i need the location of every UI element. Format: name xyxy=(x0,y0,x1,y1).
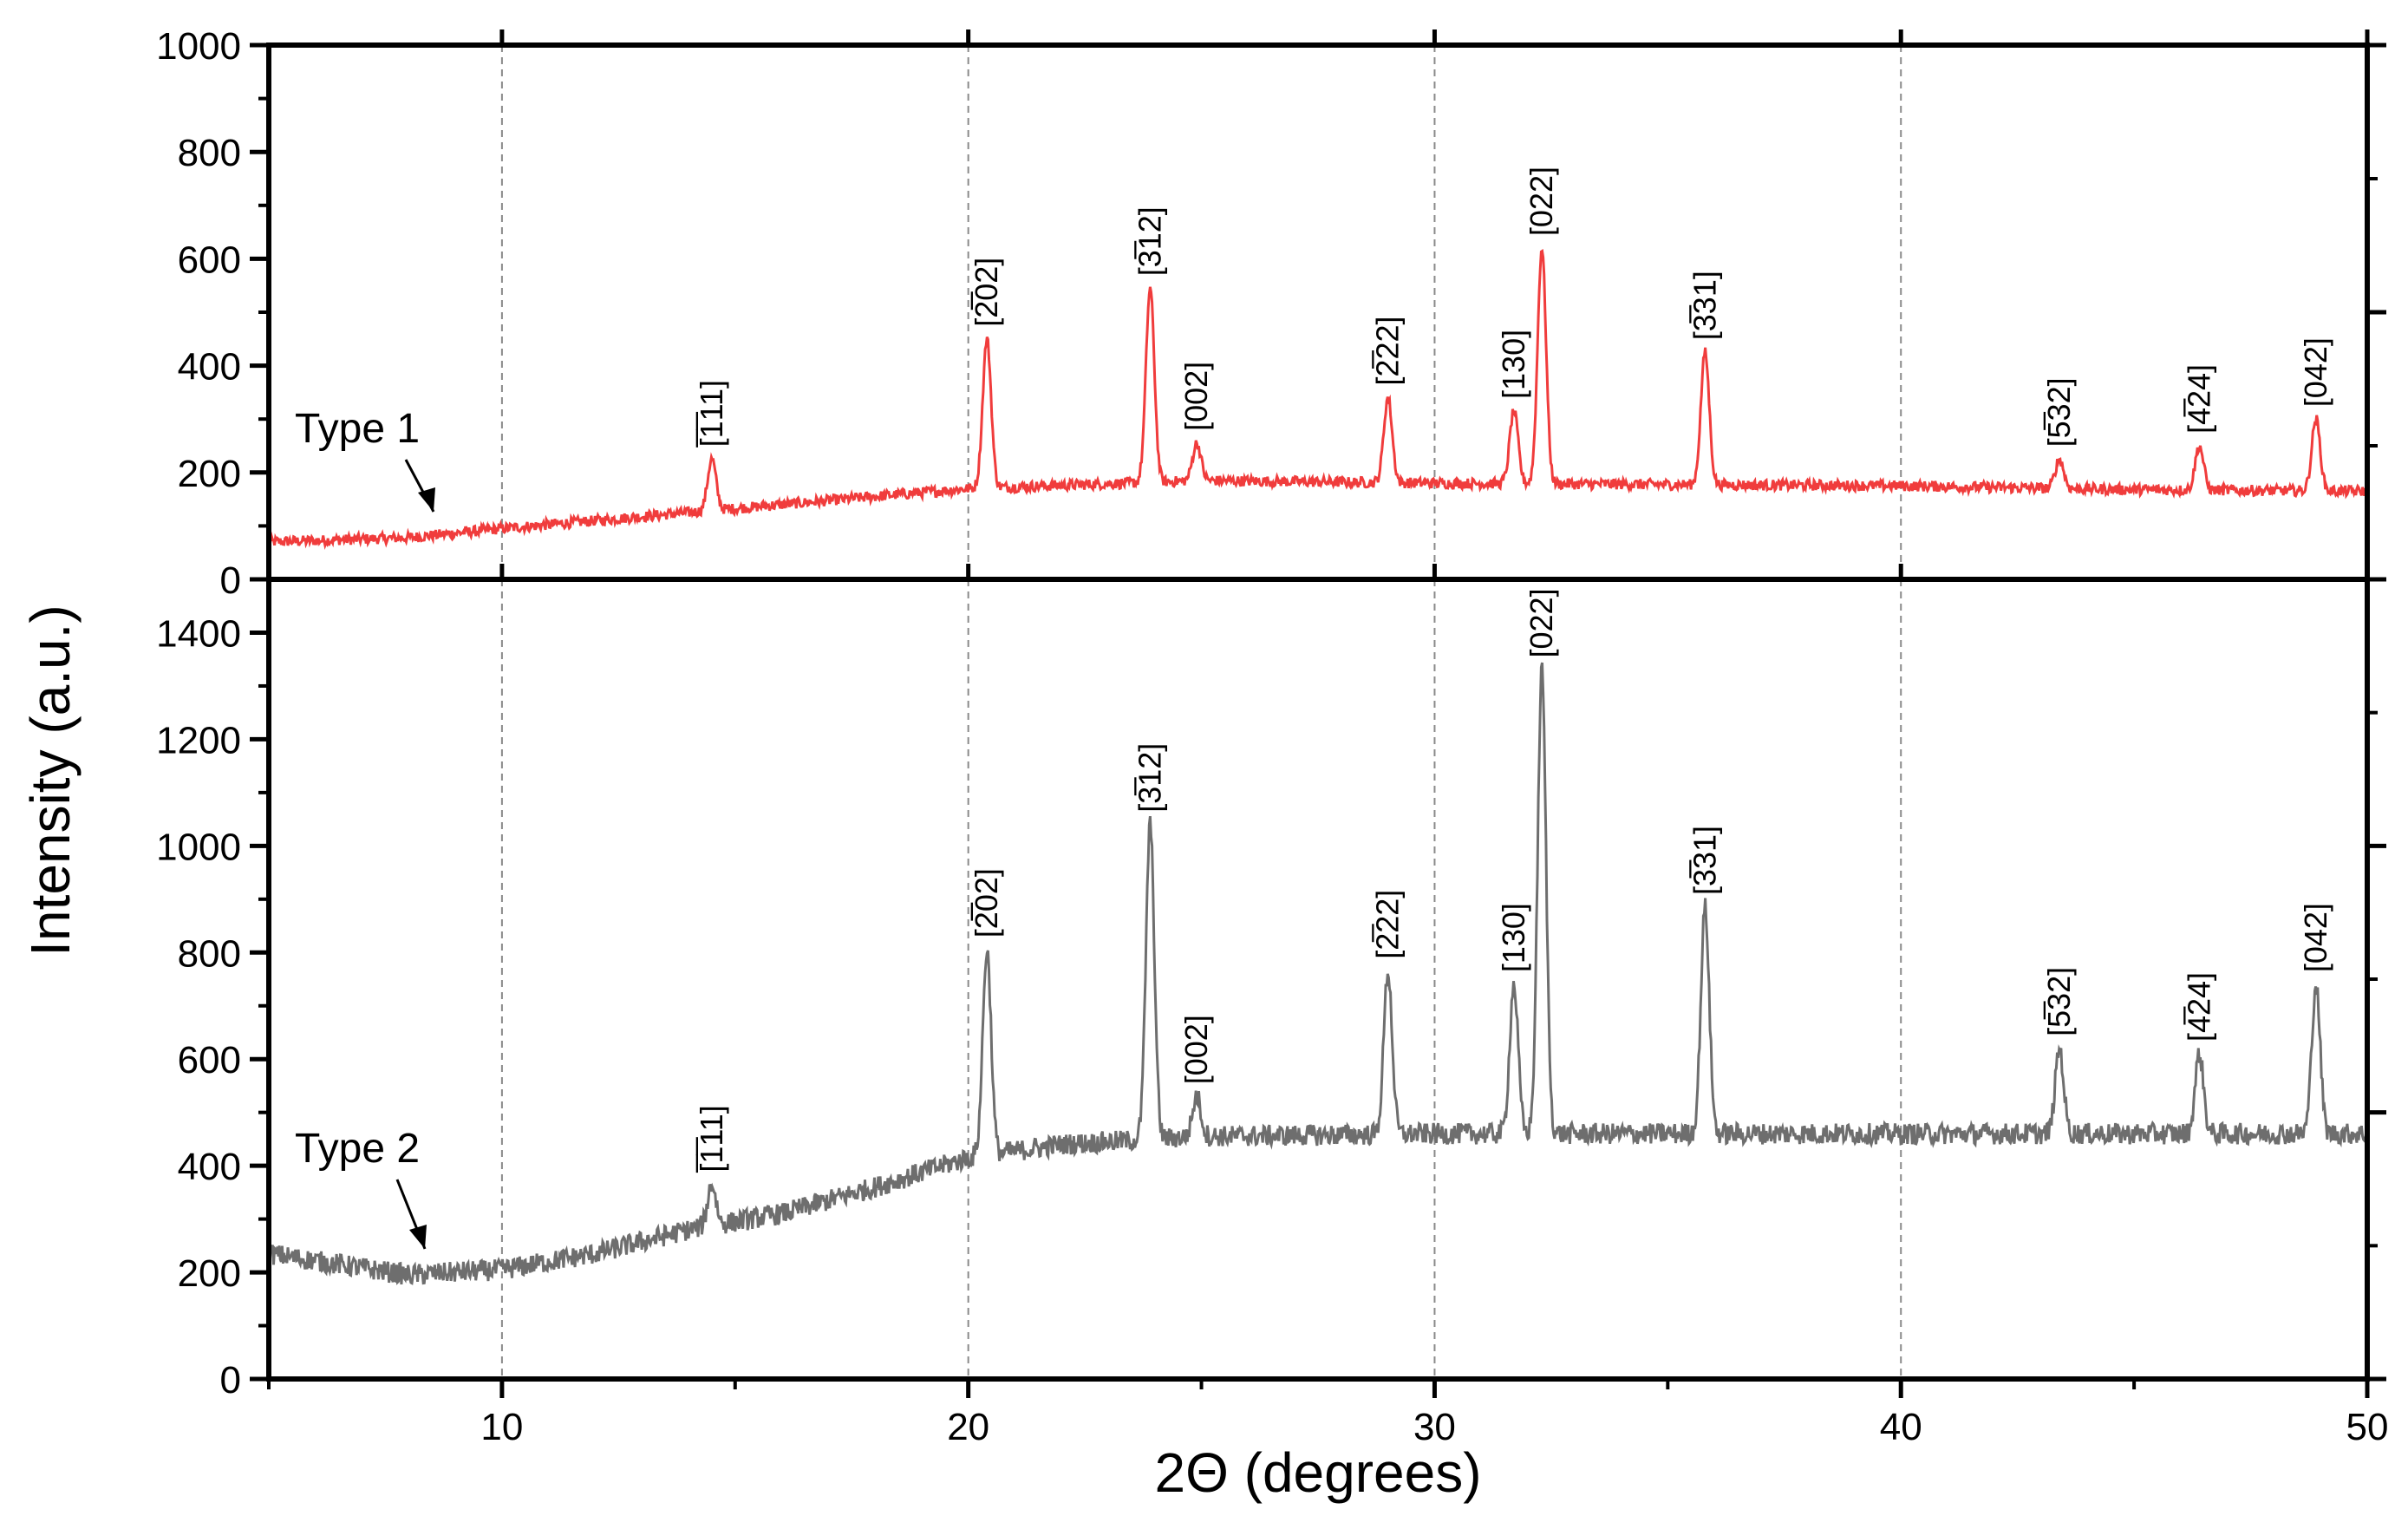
y-tick-label: 400 xyxy=(178,346,241,389)
y-tick-label: 200 xyxy=(178,453,241,495)
y-tick-label: 1000 xyxy=(156,826,241,868)
y-tick-label: 0 xyxy=(220,1359,241,1402)
y-tick-label: 800 xyxy=(178,132,241,174)
series-line-type-1 xyxy=(267,248,2369,551)
peak-label: [3̅31] xyxy=(1687,826,1722,895)
peak-label: [042] xyxy=(2298,903,2333,972)
peak-label: [2̅02] xyxy=(969,258,1004,327)
y-tick-label: 600 xyxy=(178,1039,241,1081)
peak-label: [042] xyxy=(2298,337,2333,407)
x-tick-label: 50 xyxy=(2346,1406,2389,1448)
peak-label: [022] xyxy=(1524,588,1559,657)
x-tick-label: 40 xyxy=(1880,1406,1922,1448)
peak-label: [022] xyxy=(1524,167,1559,236)
peak-label: [5̅32] xyxy=(2041,967,2077,1036)
peak-label: [5̅32] xyxy=(2041,377,2077,447)
peak-label: [̅1̅11] xyxy=(694,1105,729,1173)
x-axis-title: 2Θ (degrees) xyxy=(1154,1441,1481,1504)
series-label-type-2: Type 2 xyxy=(295,1126,420,1172)
x-tick-label: 30 xyxy=(1413,1406,1456,1448)
y-tick-label: 800 xyxy=(178,932,241,975)
peak-label: [2̅22] xyxy=(1370,316,1406,385)
y-axis-title: Intensity (a.u.) xyxy=(19,604,82,957)
peak-label: [002] xyxy=(1178,1015,1214,1084)
peak-label: [̅1̅11] xyxy=(694,380,729,448)
series-line-type-2 xyxy=(267,662,2369,1285)
peak-label: [130] xyxy=(1496,903,1531,972)
arrow-head xyxy=(418,487,435,512)
y-tick-label: 600 xyxy=(178,239,241,281)
y-tick-label: 400 xyxy=(178,1146,241,1188)
y-tick-label: 1400 xyxy=(156,612,241,655)
peak-label: [3̅12] xyxy=(1132,743,1167,813)
peak-label: [3̅31] xyxy=(1687,271,1722,340)
y-tick-label: 200 xyxy=(178,1252,241,1295)
arrow-head xyxy=(409,1225,427,1249)
y-tick-label: 0 xyxy=(220,559,241,602)
peak-label: [002] xyxy=(1178,362,1214,431)
y-tick-label: 1200 xyxy=(156,719,241,761)
x-tick-label: 10 xyxy=(480,1406,523,1448)
peak-label: [4̅24] xyxy=(2181,364,2216,434)
peak-label: [130] xyxy=(1496,330,1531,399)
peak-label: [3̅12] xyxy=(1132,206,1167,276)
y-tick-label: 1000 xyxy=(156,25,241,68)
series-label-type-1: Type 1 xyxy=(295,406,420,452)
peak-label: [2̅22] xyxy=(1370,890,1406,959)
peak-label: [2̅02] xyxy=(969,868,1004,938)
x-tick-label: 20 xyxy=(947,1406,989,1448)
peak-label: [4̅24] xyxy=(2181,972,2216,1042)
